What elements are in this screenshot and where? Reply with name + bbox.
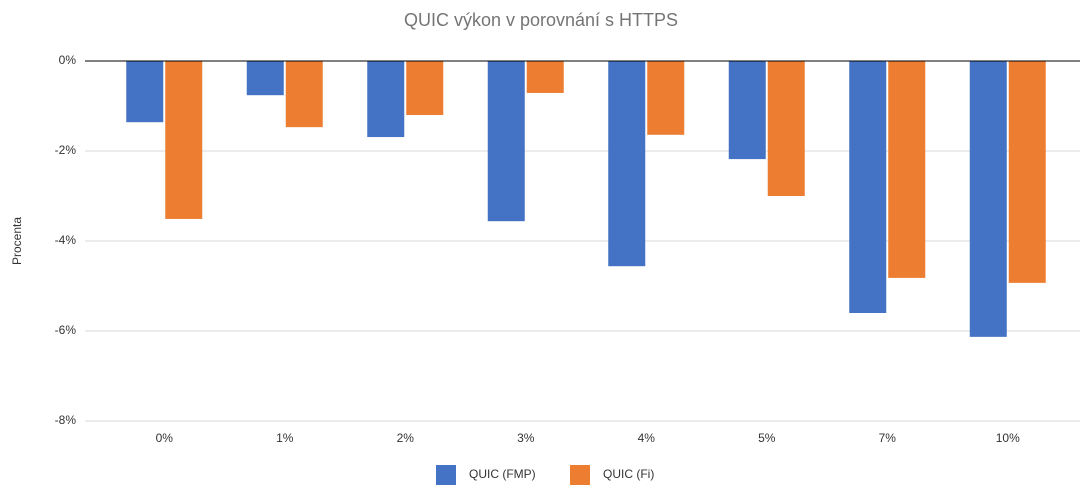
y-tick-label: -6%: [55, 323, 77, 337]
legend-label: QUIC (Fi): [603, 467, 654, 481]
x-tick-label: 5%: [758, 431, 776, 445]
bar: [246, 61, 284, 96]
x-tick-label: 1%: [276, 431, 294, 445]
bar: [1008, 61, 1046, 283]
y-tick-label: -8%: [55, 413, 77, 427]
bar: [285, 61, 323, 128]
bar: [367, 61, 405, 138]
x-tick-label: 2%: [397, 431, 415, 445]
bar: [487, 61, 525, 222]
bar: [608, 61, 646, 267]
bar: [969, 61, 1007, 337]
bar: [126, 61, 164, 123]
chart-title: QUIC výkon v porovnání s HTTPS: [404, 10, 678, 30]
bar: [647, 61, 685, 135]
bar: [165, 61, 203, 219]
x-tick-label: 10%: [996, 431, 1020, 445]
legend-label: QUIC (FMP): [469, 467, 536, 481]
legend-swatch: [570, 465, 590, 485]
bar: [849, 61, 887, 313]
bar: [406, 61, 444, 115]
bar: [888, 61, 926, 278]
x-tick-label: 4%: [638, 431, 656, 445]
y-tick-label: -2%: [55, 143, 77, 157]
y-axis-label: Procenta: [10, 217, 24, 265]
bar: [526, 61, 564, 93]
y-tick-label: -4%: [55, 233, 77, 247]
legend-swatch: [436, 465, 456, 485]
x-tick-label: 7%: [879, 431, 897, 445]
x-tick-label: 3%: [517, 431, 535, 445]
bar: [728, 61, 766, 160]
y-tick-label: 0%: [59, 53, 77, 67]
x-tick-label: 0%: [156, 431, 174, 445]
bar: [767, 61, 805, 196]
